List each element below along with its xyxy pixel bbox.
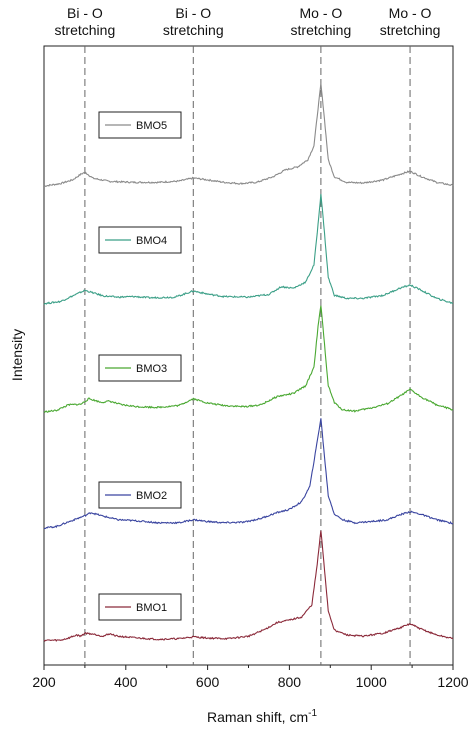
x-ticks: 200 400 600 800 1000 1200: [32, 665, 469, 690]
legend-group: BMO5 BMO4 BMO3 BMO2 BMO1: [98, 111, 182, 621]
annotation-4-line2: stretching: [380, 22, 441, 38]
legend-label: BMO5: [136, 120, 167, 132]
legend-item-bmo4: BMO4: [98, 226, 182, 254]
y-axis-title: Intensity: [9, 329, 25, 381]
legend-label: BMO2: [136, 490, 167, 502]
series-line-bmo5: [43, 83, 454, 188]
reference-lines: [84, 46, 411, 665]
x-tick-label: 400: [114, 674, 138, 690]
legend-item-bmo2: BMO2: [98, 481, 182, 509]
series-line-bmo1: [43, 530, 454, 642]
legend-label: BMO3: [136, 363, 167, 375]
annotation-3-line2: stretching: [291, 22, 352, 38]
x-tick-label: 200: [32, 674, 56, 690]
annotation-1-line2: stretching: [55, 22, 116, 38]
x-axis-title-superscript: -1: [308, 708, 317, 719]
series-group: [43, 83, 454, 642]
legend-label: BMO1: [136, 602, 167, 614]
annotation-4-line1: Mo - O: [389, 5, 432, 21]
annotation-2-line2: stretching: [163, 22, 224, 38]
annotation-1-line1: Bi - O: [67, 5, 103, 21]
x-axis-title: Raman shift, cm-1: [207, 708, 317, 725]
legend-item-bmo3: BMO3: [98, 354, 182, 382]
series-line-bmo3: [43, 305, 454, 413]
legend-label: BMO4: [136, 235, 167, 247]
legend-item-bmo1: BMO1: [98, 593, 182, 621]
x-axis-title-main: Raman shift, cm: [207, 709, 308, 725]
legend-item-bmo5: BMO5: [98, 111, 182, 139]
x-tick-label: 600: [196, 674, 220, 690]
x-tick-label: 1200: [437, 674, 468, 690]
x-tick-label: 800: [278, 674, 302, 690]
annotation-3-line1: Mo - O: [300, 5, 343, 21]
annotation-2-line1: Bi - O: [175, 5, 211, 21]
series-line-bmo4: [43, 194, 453, 305]
series-line-bmo2: [43, 418, 454, 530]
x-tick-label: 1000: [356, 674, 387, 690]
